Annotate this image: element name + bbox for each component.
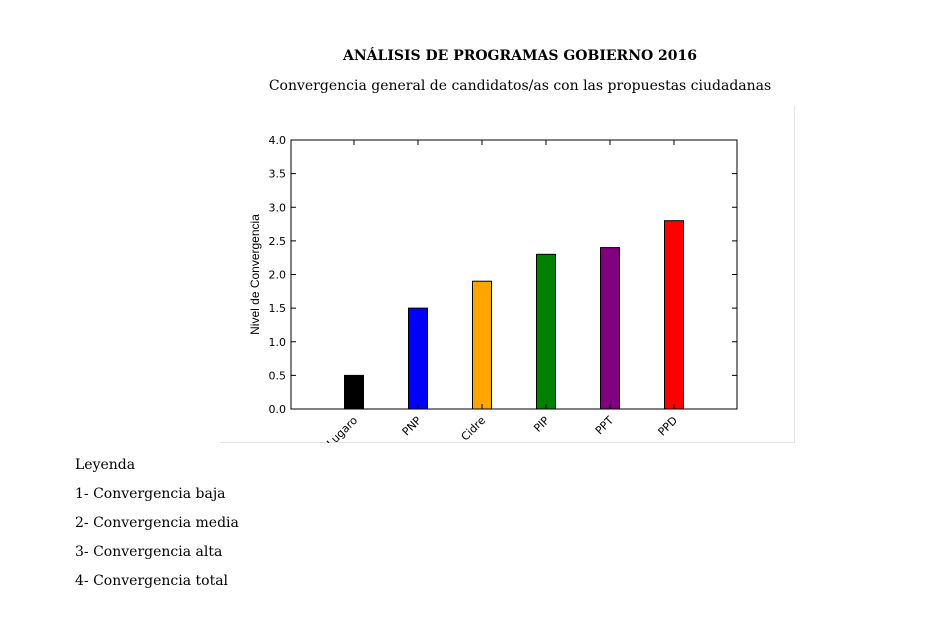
bar-ppt [600, 247, 620, 410]
y-tick-label: 2.0 [269, 269, 287, 282]
legend-item-total: 4- Convergencia total [75, 573, 229, 589]
bar-ppd [664, 220, 684, 410]
y-tick-label: 3.0 [269, 201, 287, 214]
legend-heading: Leyenda [75, 457, 136, 473]
y-axis-label: Nivel de Convergencia [248, 214, 262, 335]
x-tick-label: Cidre [459, 414, 489, 443]
x-tick-label: Lugaro [324, 414, 360, 443]
chart-subtitle: Convergencia general de candidatos/as co… [268, 78, 772, 94]
legend: Leyenda 1- Convergencia baja 2- Converge… [75, 456, 239, 601]
plot-frame [290, 139, 738, 410]
legend-item-media: 2- Convergencia media [75, 515, 239, 531]
bar-chart: 0.0 0.5 1.0 1.5 2.0 2.5 3.0 3.5 4.0 Nivel de Conv… [248, 134, 738, 443]
bar-cidre [472, 280, 492, 410]
x-tick-label: PIP [531, 414, 552, 435]
x-tick-label: PPT [593, 414, 617, 438]
chart-title: ANÁLISIS DE PROGRAMAS GOBIERNO 2016 [342, 48, 698, 64]
y-tick-label: 1.0 [269, 336, 287, 349]
x-tick-label: PNP [400, 414, 425, 439]
bar-lugaro [344, 374, 364, 410]
y-tick-label: 0.0 [269, 403, 287, 416]
y-tick-label: 0.5 [269, 369, 287, 382]
y-tick-label: 1.5 [269, 302, 287, 315]
chart-frame: 0.0 0.5 1.0 1.5 2.0 2.5 3.0 3.5 4.0 Nivel de Conv… [220, 106, 795, 443]
y-tick-label: 4.0 [269, 134, 287, 147]
legend-item-alta: 3- Convergencia alta [75, 544, 223, 560]
y-tick-label: 3.5 [269, 168, 287, 181]
y-tick-label: 2.5 [269, 235, 287, 248]
legend-item-baja: 1- Convergencia baja [75, 486, 226, 502]
x-tick-label: PPD [656, 414, 681, 439]
bar-pip [536, 253, 556, 410]
bar-pnp [408, 307, 428, 410]
